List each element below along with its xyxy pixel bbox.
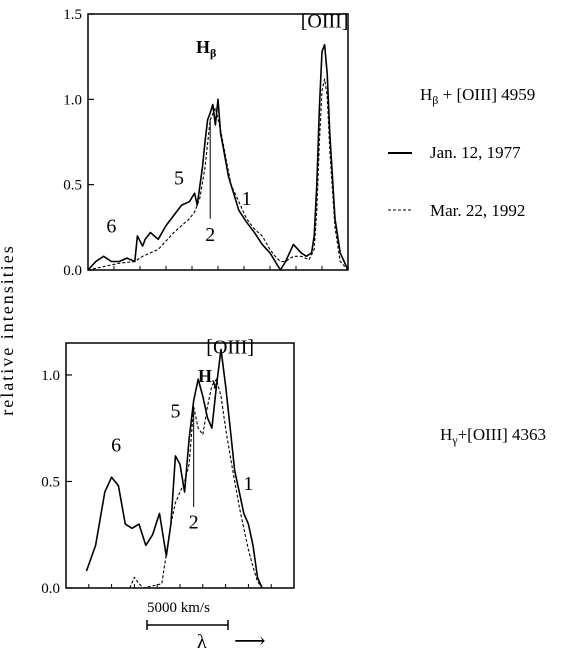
bottom-panel-title: Hγ [198,366,218,389]
top-annotation: 6 [106,215,116,237]
top-panel: 0.0 0.5 1.0 1.5 [OIII] 6 5 1 2 Hβ [63,7,349,279]
scale-bar-label: 5000 km/s [147,600,210,616]
top-y-tick-label: 0.5 [63,178,82,194]
bottom-annotations: [OIII] 6 5 1 2 [111,337,254,534]
bottom-panel: 0.0 0.5 1.0 [OIII] 6 5 1 2 Hγ [41,337,295,597]
top-plot-frame [87,13,349,271]
top-y-tick-label: 0.0 [63,263,82,279]
top-side-label: Hβ + [OIII] 4959 [420,85,535,107]
top-series-solid [87,43,349,271]
top-y-tick-label: 1.5 [63,7,82,23]
bottom-series-solid [85,348,263,589]
wavelength-arrow: ⟶ [234,628,266,653]
bottom-annotation: [OIII] [206,337,254,359]
bottom-series-dashed [129,378,263,589]
top-annotations: [OIII] 6 5 1 2 [106,11,348,246]
top-annotation: 5 [174,168,184,190]
top-annotation: [OIII] [301,11,349,33]
bottom-annotation: 6 [111,435,121,457]
bottom-y-tick-label: 0.5 [41,474,60,490]
bottom-y-tick-label: 0.0 [41,581,60,597]
bottom-annotation: 1 [243,473,253,495]
legend-dashed-label: Mar. 22, 1992 [430,201,525,220]
top-annotation: 1 [242,188,252,210]
x-axis-label: λ [197,631,207,653]
top-y-ticks: 0.0 0.5 1.0 1.5 [63,7,323,279]
legend: Jan. 12, 1977 Mar. 22, 1992 [388,143,525,220]
scale-bar: 5000 km/s λ ⟶ [146,600,266,653]
top-annotation: 2 [205,224,215,246]
top-series-group [87,43,349,271]
bottom-annotation: 5 [170,401,180,423]
legend-solid-label: Jan. 12, 1977 [430,143,521,162]
top-panel-title: Hβ [196,37,216,60]
bottom-series-group [85,348,263,589]
bottom-y-tick-label: 1.0 [41,368,60,384]
bottom-y-ticks: 0.0 0.5 1.0 [41,368,272,597]
bottom-annotation: 2 [189,511,199,533]
y-axis-label: relative intensities [0,244,17,415]
bottom-side-label: Hγ+[OIII] 4363 [440,425,546,447]
top-y-tick-label: 1.0 [63,92,82,108]
